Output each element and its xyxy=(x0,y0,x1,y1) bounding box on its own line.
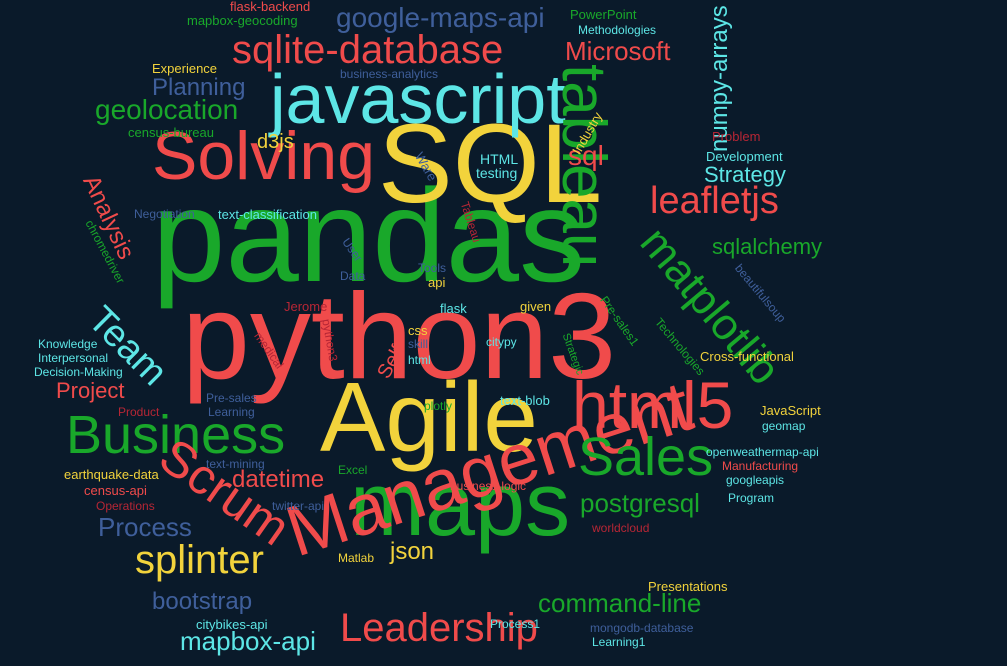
word-26: bootstrap xyxy=(152,588,253,615)
word-78: plotly xyxy=(424,399,453,413)
word-82: geomap xyxy=(762,419,806,433)
word-3: javascript xyxy=(270,60,566,138)
word-21: command-line xyxy=(538,588,702,618)
word-0: pandas xyxy=(152,162,586,309)
word-80: Product xyxy=(118,405,160,419)
word-92: Operations xyxy=(96,499,155,513)
word-51: Negotiation xyxy=(134,207,195,221)
word-42: PowerPoint xyxy=(570,7,637,22)
word-88: googleapis xyxy=(726,473,785,487)
word-97: citybikes-api xyxy=(196,617,268,632)
word-38: HTML xyxy=(480,151,519,167)
word-65: Knowledge xyxy=(38,337,98,351)
word-83: openweathermap-api xyxy=(706,445,819,459)
word-29: sqlalchemy xyxy=(712,234,823,259)
word-17: splinter xyxy=(135,538,264,582)
word-2: SQL xyxy=(378,101,603,226)
word-20: Microsoft xyxy=(565,36,671,66)
word-100: Learning1 xyxy=(592,635,646,649)
word-44: Experience xyxy=(152,61,218,76)
word-35: d3js xyxy=(257,131,294,153)
word-89: census-api xyxy=(84,483,147,498)
word-15: Leadership xyxy=(340,606,538,650)
word-94: worldcloud xyxy=(592,521,650,535)
word-30: Planning xyxy=(152,74,246,101)
word-23: geolocation xyxy=(95,94,239,125)
word-81: JavaScript xyxy=(760,403,821,418)
word-46: census-bureau xyxy=(128,125,214,140)
word-90: business-logic xyxy=(450,479,527,493)
word-72: Decision-Making xyxy=(34,365,123,379)
word-86: earthquake-data xyxy=(64,467,159,482)
word-10: Business xyxy=(66,405,286,465)
word-40: flask-backend xyxy=(230,0,311,14)
word-84: text-mining xyxy=(206,457,265,471)
word-39: testing xyxy=(476,165,518,181)
word-24: postgresql xyxy=(580,488,700,518)
word-56: Data xyxy=(340,269,366,283)
word-52: text-classification xyxy=(218,207,317,222)
word-31: Strategy xyxy=(704,162,786,187)
word-62: given xyxy=(520,299,552,314)
word-32: Project xyxy=(56,378,125,403)
word-69: css xyxy=(408,323,428,338)
word-11: Sales xyxy=(578,427,714,487)
word-99: mongodb-database xyxy=(590,621,694,635)
word-27: Process xyxy=(98,512,192,542)
word-87: Excel xyxy=(338,463,368,477)
word-70: skill xyxy=(408,337,428,351)
word-28: datetime xyxy=(232,466,325,493)
word-16: leafletjs xyxy=(650,180,779,222)
word-57: Tools xyxy=(418,261,447,275)
word-91: Program xyxy=(728,491,775,505)
word-9: html5 xyxy=(572,368,734,442)
word-45: business-analytics xyxy=(340,67,439,81)
word-77: Learning xyxy=(208,405,255,419)
word-41: mapbox-geocoding xyxy=(187,13,298,28)
word-93: twitter-api xyxy=(272,499,325,513)
word-1: python3 xyxy=(182,268,617,404)
word-14: sqlite-database xyxy=(232,28,504,72)
word-61: flask xyxy=(440,301,467,316)
word-60: Jerome xyxy=(284,299,328,314)
word-7: Solving xyxy=(152,118,376,194)
word-19: google-maps-api xyxy=(336,2,545,33)
word-79: text-blob xyxy=(500,393,550,408)
word-85: Manufacturing xyxy=(722,459,799,473)
word-36: sql xyxy=(568,140,604,171)
word-22: mapbox-api xyxy=(180,626,316,656)
word-58: api xyxy=(428,275,446,290)
word-43: Methodologies xyxy=(578,23,657,37)
word-4: Agile xyxy=(320,362,538,472)
word-71: citypy xyxy=(486,335,517,349)
word-49: Problem xyxy=(712,129,761,144)
word-96: Presentations xyxy=(648,579,728,594)
word-95: Matlab xyxy=(338,551,375,565)
word-76: Pre-sales xyxy=(206,391,257,405)
word-34: json xyxy=(390,538,435,565)
word-50: Development xyxy=(706,149,783,164)
word-66: Interpersonal xyxy=(38,351,109,365)
word-73: html xyxy=(408,353,431,367)
word-98: Process1 xyxy=(490,617,541,631)
word-75: Cross-functional xyxy=(700,349,794,364)
word-5: maps xyxy=(350,455,571,555)
